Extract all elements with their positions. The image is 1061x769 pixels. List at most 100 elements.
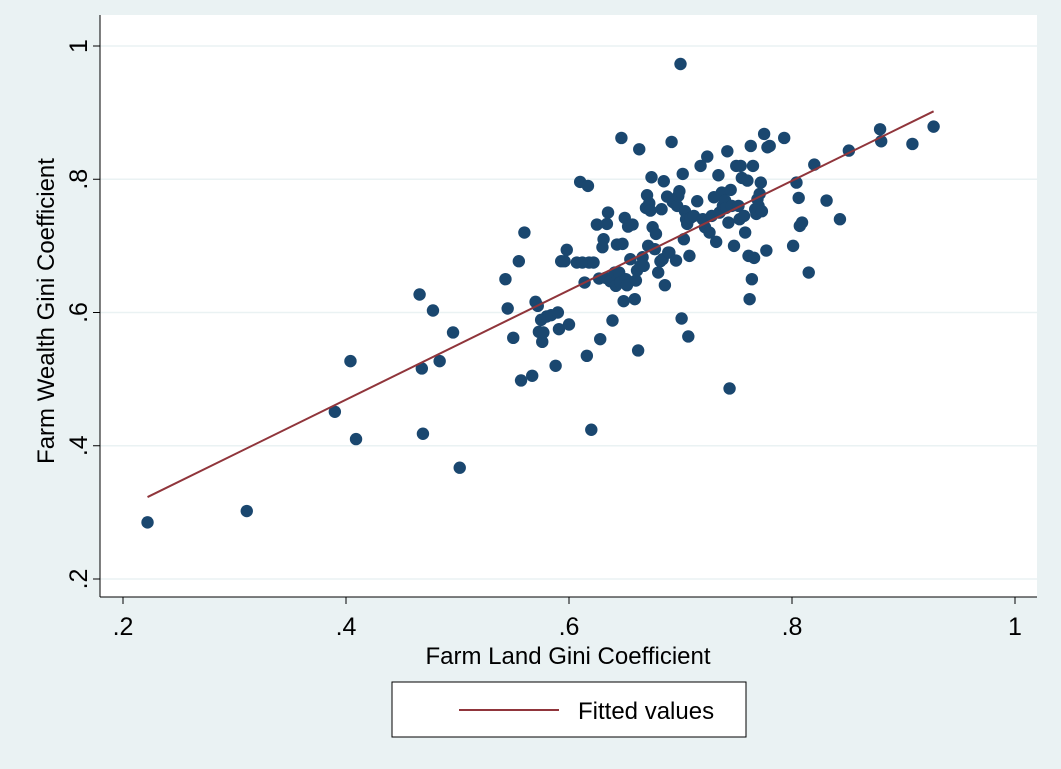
scatter-point-100 — [674, 57, 687, 71]
scatter-point-5 — [413, 288, 426, 301]
scatter-point-83 — [649, 227, 663, 241]
scatter-point-18 — [526, 369, 539, 382]
scatter-point-135 — [734, 159, 747, 173]
scatter-point-88 — [657, 175, 670, 188]
scatter-point-67 — [628, 292, 641, 306]
scatter-point-141 — [743, 292, 756, 306]
scatter-point-1 — [240, 504, 253, 518]
scatter-point-119 — [709, 235, 723, 249]
scatter-point-13 — [501, 302, 514, 315]
scatter-point-31 — [558, 254, 571, 268]
scatter-point-131 — [727, 239, 741, 253]
legend-box — [391, 681, 747, 738]
legend: Fitted values — [391, 681, 747, 738]
scatter-point-0 — [141, 516, 154, 529]
scatter-point-80 — [645, 171, 658, 184]
scatter-point-8 — [426, 304, 440, 317]
scatter-point-102 — [676, 167, 689, 181]
scatter-point-43 — [590, 218, 604, 231]
y-tick-label-0: .2 — [65, 569, 93, 590]
scatter-point-24 — [537, 326, 550, 339]
scatter-point-84 — [652, 266, 665, 279]
scatter-point-160 — [792, 191, 805, 205]
scatter-point-145 — [747, 251, 761, 265]
scatter-point-14 — [507, 331, 520, 345]
scatter-point-28 — [551, 306, 565, 319]
y-tick-label-1: .4 — [65, 435, 93, 456]
scatter-point-170 — [906, 137, 919, 151]
scatter-point-138 — [738, 226, 752, 239]
x-tick-label-1: .4 — [336, 613, 357, 641]
scatter-point-79 — [644, 204, 657, 217]
scatter-point-162 — [795, 216, 809, 229]
scatter-point-142 — [744, 139, 757, 153]
scatter-point-165 — [820, 194, 833, 207]
scatter-point-129 — [724, 183, 737, 197]
scatter-point-163 — [802, 266, 815, 279]
scatter-point-70 — [631, 344, 645, 357]
scatter-point-58 — [615, 131, 628, 145]
scatter-point-66 — [626, 218, 639, 231]
y-tick-label-2: .6 — [65, 302, 93, 323]
scatter-point-38 — [580, 349, 594, 363]
scatter-point-52 — [606, 314, 619, 327]
scatter-point-127 — [722, 216, 735, 229]
scatter-point-17 — [518, 226, 531, 239]
scatter-point-150 — [753, 187, 766, 201]
scatter-point-68 — [629, 274, 643, 287]
y-axis-ticks: .2 .4 .6 .8 1 — [65, 39, 100, 589]
scatter-point-153 — [757, 127, 771, 141]
scatter-point-42 — [587, 256, 600, 269]
plot-area — [100, 15, 1037, 597]
scatter-point-6 — [415, 362, 429, 375]
scatter-point-7 — [416, 427, 430, 440]
scatter-point-4 — [349, 432, 363, 446]
scatter-points — [141, 57, 940, 529]
legend-label-fitted-values: Fitted values — [578, 698, 714, 725]
scatter-point-99 — [673, 185, 686, 198]
x-tick-label-4: 1 — [1008, 613, 1022, 641]
scatter-point-11 — [453, 461, 466, 474]
scatter-point-41 — [585, 423, 598, 436]
scatter-point-158 — [786, 239, 800, 253]
scatter-point-89 — [658, 278, 672, 292]
scatter-point-126 — [721, 145, 734, 158]
scatter-point-33 — [562, 318, 576, 331]
scatter-point-151 — [754, 176, 767, 189]
scatter-point-137 — [737, 209, 751, 223]
fitted-values-line — [147, 110, 935, 498]
scatter-point-39 — [581, 179, 595, 193]
scatter-point-112 — [694, 159, 707, 173]
scatter-point-152 — [755, 205, 769, 218]
scatter-point-47 — [597, 233, 610, 246]
x-tick-label-0: .2 — [113, 613, 134, 641]
gridlines — [100, 45, 1037, 580]
scatter-point-49 — [600, 217, 614, 231]
scatter-point-86 — [655, 203, 668, 216]
y-tick-label-3: .8 — [65, 169, 93, 190]
scatter-point-168 — [873, 123, 887, 136]
x-tick-label-3: .8 — [782, 613, 803, 641]
scatter-point-59 — [616, 237, 629, 251]
scatter-point-2 — [328, 405, 342, 418]
scatter-point-156 — [763, 139, 776, 153]
x-axis-title: Farm Land Gini Coefficient — [425, 643, 710, 670]
scatter-point-120 — [712, 169, 725, 182]
scatter-point-27 — [549, 359, 562, 372]
scatter-point-171 — [927, 120, 940, 133]
scatter-point-32 — [560, 243, 573, 257]
scatter-point-71 — [633, 143, 646, 156]
scatter-point-50 — [601, 206, 615, 219]
fitted-line-group — [147, 110, 935, 498]
y-axis-title: Farm Wealth Gini Coefficient — [33, 158, 60, 464]
scatter-point-9 — [433, 354, 446, 368]
scatter-point-23 — [536, 335, 549, 349]
scatter-point-3 — [344, 354, 357, 368]
x-axis-ticks: .2 .4 .6 .8 1 — [113, 597, 1022, 641]
scatter-point-116 — [703, 226, 716, 239]
scatter-point-108 — [683, 249, 696, 263]
scatter-point-144 — [746, 159, 760, 173]
scatter-point-139 — [741, 174, 754, 187]
scatter-point-96 — [669, 254, 683, 267]
